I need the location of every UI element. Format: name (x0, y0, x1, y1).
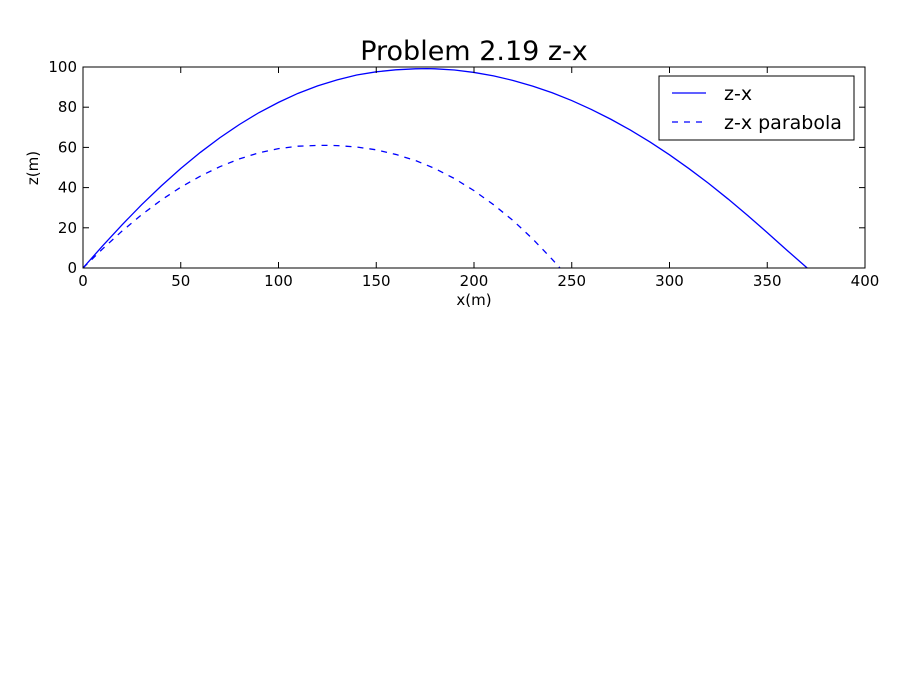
y-tick-label: 80 (58, 98, 77, 116)
y-tick-label: 0 (67, 259, 77, 277)
x-tick-label: 50 (171, 272, 190, 290)
x-tick-label: 300 (655, 272, 684, 290)
y-tick-label: 40 (58, 179, 77, 197)
x-tick-label: 100 (264, 272, 293, 290)
series-line-z-x (83, 67, 809, 268)
x-tick-label: 350 (753, 272, 782, 290)
legend-label-z-x-parabola: z-x parabola (724, 112, 842, 134)
legend-box (658, 75, 855, 141)
x-tick-label: 150 (362, 272, 391, 290)
y-tick-label: 100 (48, 58, 77, 76)
x-tick-label: 0 (78, 272, 88, 290)
legend-label-z-x: z-x (724, 83, 752, 105)
x-tick-label: 250 (557, 272, 586, 290)
legend: z-x z-x parabola (658, 75, 855, 141)
series-layer (83, 67, 809, 268)
chart-title: Problem 2.19 z-x (360, 36, 588, 67)
x-tick-label: 400 (851, 272, 880, 290)
x-axis-label: x(m) (456, 291, 491, 309)
y-tick-label: 20 (58, 219, 77, 237)
x-tick-label: 200 (460, 272, 489, 290)
y-axis-label: z(m) (24, 151, 42, 185)
ticks-layer: 0 50 100 150 200 250 300 350 400 0 20 40 60 80 100 (48, 58, 879, 290)
series-line-z-x-parabola (83, 144, 561, 268)
plot-frame (82, 66, 866, 269)
y-tick-label: 60 (58, 138, 77, 156)
